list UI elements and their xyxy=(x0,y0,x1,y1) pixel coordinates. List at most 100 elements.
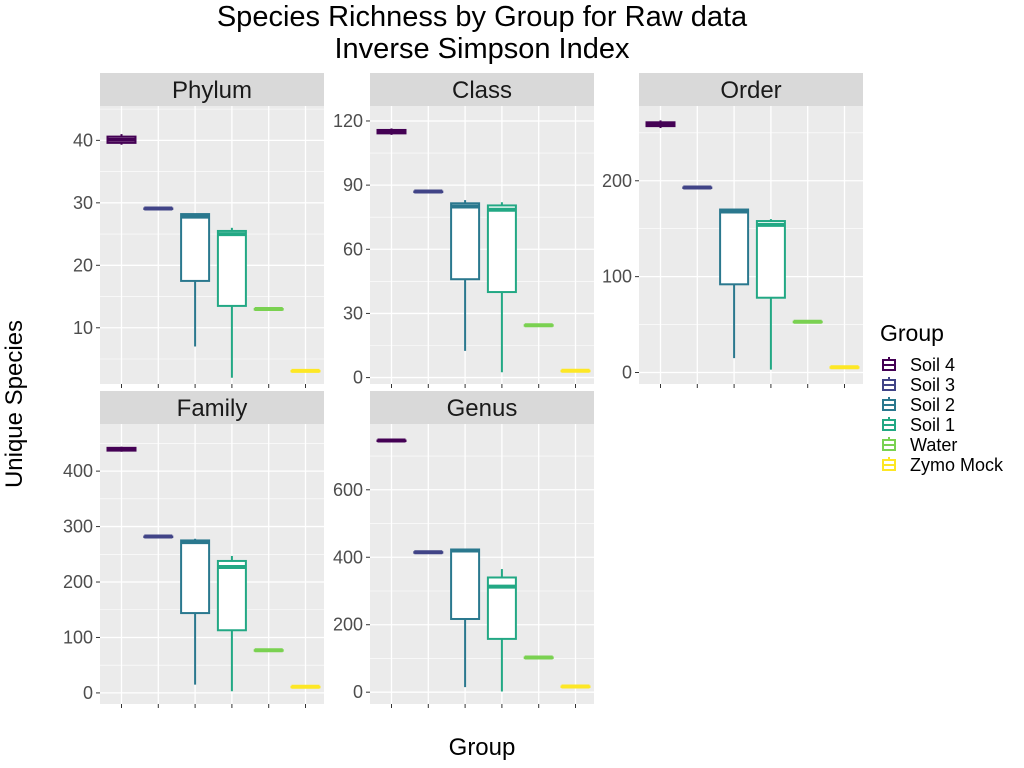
box-order-water xyxy=(792,319,823,324)
y-tick-label: 0 xyxy=(353,368,363,388)
box-body xyxy=(486,204,517,294)
chart-title-line-1: Species Richness by Group for Raw data xyxy=(216,1,748,33)
facet-strip-label: Family xyxy=(177,395,248,422)
y-tick-label: 10 xyxy=(73,318,93,338)
legend-item-zymo-mock: Zymo Mock xyxy=(880,455,1003,475)
x-axis-label: Group xyxy=(448,734,516,761)
box-order-zymo-mock xyxy=(829,365,860,370)
box-phylum-soil-4 xyxy=(106,134,137,145)
box-genus-zymo-mock xyxy=(560,684,591,689)
box-body xyxy=(755,220,786,299)
y-tick-label: 90 xyxy=(343,175,363,195)
legend-label: Soil 4 xyxy=(910,354,956,375)
legend-key-swatch xyxy=(882,377,896,391)
legend-label: Zymo Mock xyxy=(910,454,1004,475)
box-body xyxy=(450,202,481,281)
box-class-zymo-mock xyxy=(560,368,591,373)
facet-strip xyxy=(639,73,863,106)
legend-label: Water xyxy=(910,434,958,455)
box-phylum-soil-1 xyxy=(216,227,247,378)
y-tick-label: 40 xyxy=(73,130,93,150)
y-tick-label: 300 xyxy=(63,517,93,537)
box-body xyxy=(180,213,211,282)
y-tick-label: 200 xyxy=(333,615,363,635)
legend-title: Group xyxy=(880,320,944,346)
y-tick-label: 200 xyxy=(602,171,632,191)
facet-strip xyxy=(100,391,324,424)
legend-key-swatch xyxy=(882,457,896,471)
legend-key-swatch xyxy=(882,417,896,431)
box-genus-soil-3 xyxy=(413,550,444,555)
y-tick-label: 20 xyxy=(73,255,93,275)
box-family-soil-3 xyxy=(143,534,174,539)
box-class-water xyxy=(523,323,554,328)
y-tick-label: 0 xyxy=(622,362,632,382)
box-body xyxy=(450,548,481,620)
box-order-soil-2 xyxy=(719,208,750,359)
facet-panel-family: Family 0 100 200 300 400 xyxy=(63,391,324,708)
panel-background xyxy=(639,106,863,384)
y-tick-label: 30 xyxy=(343,303,363,323)
facet-strip-label: Phylum xyxy=(172,77,252,104)
legend-item-water: Water xyxy=(880,435,1003,455)
panel-background xyxy=(370,106,594,384)
box-family-soil-4 xyxy=(106,446,137,452)
facet-strip-label: Genus xyxy=(447,395,518,422)
box-body xyxy=(216,229,247,307)
y-tick-label: 100 xyxy=(602,267,632,287)
facet-strip xyxy=(370,73,594,106)
legend-key-swatch xyxy=(882,437,896,451)
facet-panel-order: Order 0 100 200 xyxy=(602,73,863,388)
box-family-zymo-mock xyxy=(290,684,321,689)
box-genus-soil-1 xyxy=(486,569,517,692)
y-tick-label: 60 xyxy=(343,239,363,259)
y-tick-label: 600 xyxy=(333,480,363,500)
box-order-soil-1 xyxy=(755,219,786,370)
facet-strip-label: Order xyxy=(720,77,781,104)
legend-label: Soil 3 xyxy=(910,374,956,395)
y-tick-label: 400 xyxy=(333,547,363,567)
legend-label: Soil 2 xyxy=(910,394,956,415)
y-tick-label: 200 xyxy=(63,572,93,592)
box-family-soil-2 xyxy=(180,538,211,685)
box-class-soil-2 xyxy=(450,200,481,351)
box-body xyxy=(216,559,247,632)
chart-title-line-2: Inverse Simpson Index xyxy=(334,33,630,65)
legend-item-soil-2: Soil 2 xyxy=(880,395,1003,415)
box-body xyxy=(719,208,750,286)
panel-background xyxy=(370,424,594,704)
panel-background xyxy=(100,106,324,384)
panel-background xyxy=(100,424,324,704)
legend: Group Soil 4 Soil 3 Soil 2 Soil 1 Water Zymo … xyxy=(880,320,1003,475)
box-genus-water xyxy=(523,655,554,660)
legend-item-soil-4: Soil 4 xyxy=(880,355,1003,375)
y-axis-label: Unique Species xyxy=(1,319,28,489)
facet-strip-label: Class xyxy=(452,77,512,104)
facet-strip xyxy=(370,391,594,424)
legend-key-swatch xyxy=(882,397,896,411)
y-tick-label: 120 xyxy=(333,111,363,131)
legend-item-soil-1: Soil 1 xyxy=(880,415,1003,435)
box-genus-soil-2 xyxy=(450,548,481,688)
box-genus-soil-4 xyxy=(376,438,407,443)
box-body xyxy=(180,539,211,615)
box-family-soil-1 xyxy=(216,555,247,692)
box-class-soil-4 xyxy=(376,128,407,135)
facet-panel-class: Class 0 30 60 90 120 xyxy=(333,73,594,388)
box-order-soil-4 xyxy=(645,120,676,129)
facet-strip xyxy=(100,73,324,106)
legend-item-soil-3: Soil 3 xyxy=(880,375,1003,395)
legend-key-swatch xyxy=(882,357,896,371)
facet-panel-phylum: Phylum 10 20 30 40 xyxy=(73,73,324,388)
box-phylum-zymo-mock xyxy=(290,368,321,373)
box-phylum-soil-3 xyxy=(143,206,174,211)
legend-label: Soil 1 xyxy=(910,414,956,435)
box-phylum-water xyxy=(253,307,284,312)
box-class-soil-3 xyxy=(413,189,444,194)
y-tick-label: 0 xyxy=(83,683,93,703)
box-order-soil-3 xyxy=(682,185,713,190)
box-phylum-soil-2 xyxy=(180,213,211,347)
box-family-water xyxy=(253,648,284,653)
y-tick-label: 30 xyxy=(73,193,93,213)
